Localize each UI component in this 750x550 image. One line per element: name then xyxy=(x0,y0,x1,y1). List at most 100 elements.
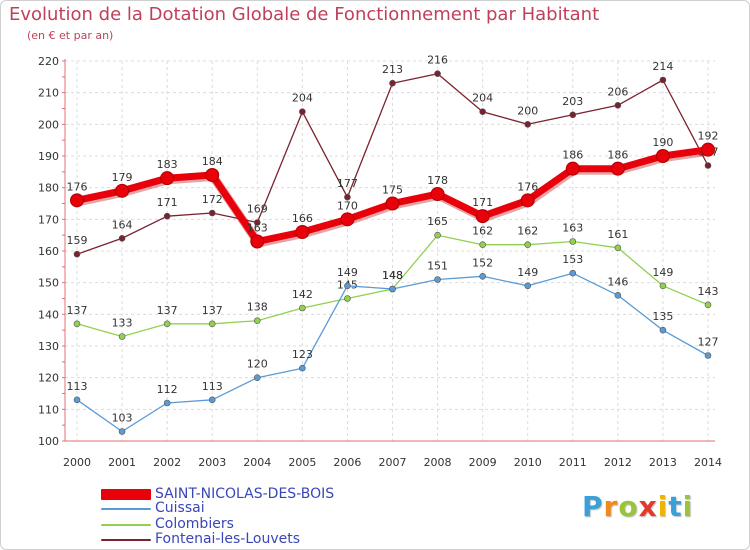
x-tick-label: 2000 xyxy=(63,456,91,469)
data-label-2: 153 xyxy=(562,253,583,266)
data-point-2 xyxy=(118,428,126,435)
data-point-3 xyxy=(163,320,171,328)
data-label-4: 177 xyxy=(337,177,358,190)
data-point-4 xyxy=(73,250,81,258)
data-point-1 xyxy=(565,161,580,176)
data-label-4: 169 xyxy=(247,203,268,216)
data-point-4 xyxy=(299,108,306,115)
legend-swatch-1 xyxy=(101,489,151,500)
data-point-4 xyxy=(389,79,396,87)
data-label-3: 148 xyxy=(382,269,403,282)
data-point-1 xyxy=(205,168,220,182)
data-point-2 xyxy=(73,396,81,404)
logo-letter: r xyxy=(603,490,619,523)
data-point-3 xyxy=(614,244,622,252)
y-tick-label: 130 xyxy=(38,340,59,353)
data-label-2: 148 xyxy=(382,269,403,282)
data-point-1 xyxy=(520,193,535,208)
y-tick-label: 190 xyxy=(38,150,59,163)
logo-letter: i xyxy=(657,490,669,523)
x-tick-label: 2006 xyxy=(333,456,361,469)
data-point-3 xyxy=(73,320,81,328)
data-point-2 xyxy=(569,269,577,277)
data-point-1 xyxy=(340,212,355,227)
logo-letter: t xyxy=(668,490,683,523)
data-label-4: 206 xyxy=(607,85,628,98)
data-point-3 xyxy=(299,304,306,312)
data-label-3: 149 xyxy=(652,266,673,279)
data-point-1 xyxy=(115,183,130,198)
y-tick-label: 100 xyxy=(38,435,59,448)
data-label-2: 123 xyxy=(292,348,313,361)
data-label-2: 146 xyxy=(607,275,628,288)
x-tick-label: 2010 xyxy=(514,456,542,469)
y-tick-label: 180 xyxy=(38,182,59,195)
data-label-4: 203 xyxy=(562,95,583,108)
x-tick-label: 2011 xyxy=(559,456,587,469)
data-label-3: 162 xyxy=(517,225,538,238)
data-label-4: 200 xyxy=(517,104,538,117)
y-tick-label: 160 xyxy=(38,245,59,258)
data-point-4 xyxy=(344,193,351,201)
data-point-2 xyxy=(614,292,622,299)
data-label-2: 112 xyxy=(157,383,178,396)
y-tick-label: 210 xyxy=(38,87,59,100)
y-tick-label: 200 xyxy=(38,118,59,131)
data-point-1 xyxy=(70,193,84,208)
data-label-3: 137 xyxy=(67,304,88,317)
legend-label-1: SAINT-NICOLAS-DES-BOIS xyxy=(155,486,335,502)
data-label-4: 216 xyxy=(427,54,448,67)
data-label-2: 113 xyxy=(67,380,88,393)
legend-label-4: Fontenai-les-Louvets xyxy=(155,531,301,547)
data-label-4: 159 xyxy=(67,234,88,247)
data-label-1: 178 xyxy=(427,174,448,187)
y-tick-label: 140 xyxy=(38,308,59,321)
data-point-3 xyxy=(344,295,351,302)
data-point-3 xyxy=(434,231,441,239)
y-tick-label: 170 xyxy=(38,213,59,226)
data-point-3 xyxy=(479,241,486,248)
data-point-4 xyxy=(659,76,667,84)
x-tick-label: 2003 xyxy=(198,456,226,469)
data-point-2 xyxy=(434,276,441,283)
data-label-2: 152 xyxy=(472,256,493,269)
data-point-1 xyxy=(430,187,445,201)
data-point-2 xyxy=(344,282,351,290)
data-point-1 xyxy=(160,171,175,186)
x-tick-label: 2014 xyxy=(694,456,722,469)
chart-subtitle: (en € et par an) xyxy=(27,29,114,42)
x-tick-label: 2005 xyxy=(288,456,316,469)
data-label-2: 120 xyxy=(247,358,268,371)
y-tick-label: 220 xyxy=(38,55,59,68)
data-point-1 xyxy=(655,149,670,163)
data-label-1: 176 xyxy=(517,180,538,193)
data-label-2: 135 xyxy=(652,310,673,323)
data-point-1 xyxy=(385,196,400,211)
data-point-2 xyxy=(163,399,171,407)
data-point-2 xyxy=(208,396,216,404)
data-point-3 xyxy=(659,282,667,290)
data-point-4 xyxy=(118,235,126,242)
x-tick-label: 2009 xyxy=(469,456,497,469)
data-point-2 xyxy=(253,374,261,381)
data-label-1: 192 xyxy=(698,130,719,143)
data-label-4: 214 xyxy=(652,60,673,73)
data-label-2: 149 xyxy=(517,266,538,279)
data-label-1: 166 xyxy=(292,212,313,225)
data-label-4: 171 xyxy=(157,196,178,209)
y-tick-label: 110 xyxy=(38,403,59,416)
proxiti-logo: Proxiti xyxy=(582,490,693,523)
data-point-2 xyxy=(704,352,712,359)
data-label-3: 165 xyxy=(427,215,448,228)
y-tick-label: 120 xyxy=(38,372,59,385)
logo-letter: i xyxy=(682,490,694,523)
data-point-4 xyxy=(479,108,486,115)
data-point-3 xyxy=(208,320,216,328)
x-tick-label: 2008 xyxy=(424,456,452,469)
data-point-4 xyxy=(704,162,712,169)
data-point-1 xyxy=(295,225,310,239)
data-label-1: 179 xyxy=(112,171,133,184)
x-tick-label: 2012 xyxy=(604,456,632,469)
legend-swatch-3 xyxy=(101,524,151,526)
